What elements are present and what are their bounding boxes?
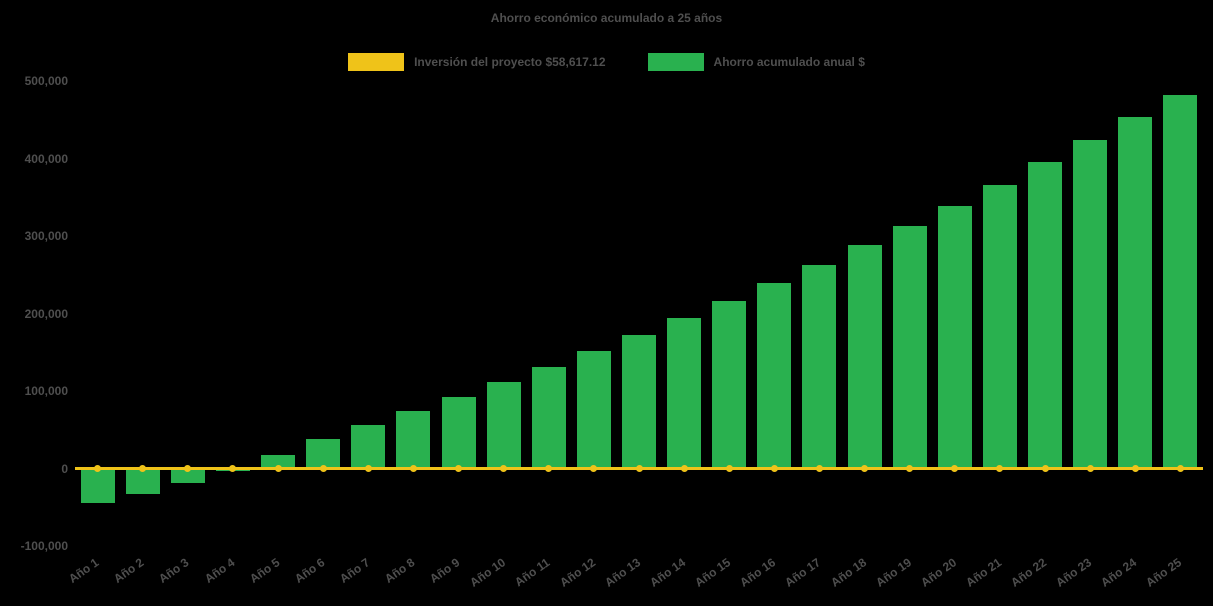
legend-swatch-bar [647, 53, 704, 71]
bar [622, 335, 656, 469]
x-tick-label-text: Año 7 [336, 555, 373, 586]
bar [892, 225, 927, 469]
investment-line-marker [590, 465, 598, 472]
investment-line-marker [94, 465, 102, 472]
x-tick-label-text: Año 14 [647, 555, 689, 590]
chart-title: Ahorro económico acumulado a 25 años [490, 11, 723, 25]
x-tick-label-text: Año 10 [466, 555, 508, 590]
investment-line-marker [274, 465, 282, 472]
investment-line-marker [815, 465, 823, 472]
investment-line-marker [319, 465, 327, 472]
investment-line-marker [500, 465, 508, 472]
bar [1073, 139, 1108, 469]
bar [982, 184, 1017, 469]
investment-line-marker [861, 465, 869, 472]
bar [576, 350, 611, 469]
investment-line-marker [139, 465, 147, 472]
y-tick-label: 100,000 [24, 384, 68, 398]
investment-line-marker [996, 465, 1004, 472]
y-tick-label: 400,000 [24, 151, 68, 166]
bar [531, 366, 566, 469]
legend-item: Inversión del proyecto $58,617.12 [348, 53, 606, 71]
bar [847, 245, 882, 469]
bar [757, 283, 792, 469]
x-tick-label-text: Año 9 [427, 555, 463, 586]
y-tick-label: 200,000 [24, 306, 68, 321]
bar [306, 439, 341, 469]
bar [1118, 117, 1153, 469]
bar [125, 468, 160, 495]
bar [1028, 162, 1063, 469]
y-tick-label: -100,000 [20, 539, 68, 553]
x-tick-label-text: Año 16 [737, 555, 779, 590]
x-tick-label-text: Año 12 [557, 555, 598, 590]
x-tick-label-text: Año 21 [963, 555, 1004, 590]
y-axis: -100,000 0 100,000 200,000 300,000 400,000 500… [0, 74, 68, 553]
investment-line-marker [951, 465, 959, 472]
x-tick-label-text: Año 1 [66, 555, 102, 586]
investment-line-marker [229, 465, 237, 472]
x-tick-label-text: Año 2 [111, 555, 147, 586]
bar [937, 205, 972, 469]
x-tick-label-text: Año 24 [1098, 555, 1140, 590]
x-tick-label-text: Año 18 [827, 555, 869, 590]
investment-line-marker [770, 465, 778, 472]
legend-label: Ahorro acumulado anual $ [713, 55, 865, 69]
bar [351, 425, 386, 469]
investment-line-marker [1041, 465, 1049, 472]
x-tick-label-text: Año 20 [918, 555, 959, 590]
investment-line-marker [1086, 465, 1094, 472]
investment-line-marker [1176, 465, 1184, 472]
legend-label: Inversión del proyecto $58,617.12 [414, 55, 606, 69]
x-tick-label-text: Año 3 [156, 555, 192, 586]
bar [712, 301, 747, 469]
investment-line-marker [1131, 465, 1139, 472]
bar [667, 318, 702, 469]
investment-line-marker [455, 465, 463, 472]
investment-line-marker [364, 465, 372, 472]
investment-line-marker [184, 465, 192, 472]
bar [396, 411, 431, 469]
x-tick-label-text: Año 15 [692, 555, 734, 590]
x-tick-label-text: Año 23 [1053, 555, 1095, 590]
plot-area [75, 81, 1203, 546]
bar [80, 468, 115, 504]
x-tick-label-text: Año 8 [382, 555, 418, 586]
x-tick-label-text: Año 25 [1143, 555, 1185, 590]
x-tick-label-text: Año 6 [291, 555, 328, 586]
investment-line-marker [680, 465, 688, 472]
bar [1163, 94, 1198, 469]
x-tick-label-text: Año 17 [782, 555, 824, 590]
investment-line-marker [725, 465, 733, 472]
y-tick-label: 500,000 [24, 74, 68, 88]
investment-line-marker [545, 465, 553, 472]
y-tick-label: 300,000 [24, 229, 68, 243]
bar [486, 382, 521, 469]
x-tick-label-text: Año 5 [246, 555, 283, 586]
bar [170, 468, 205, 484]
bar [261, 455, 296, 469]
x-tick-label-text: Año 4 [201, 555, 237, 586]
legend-item: Ahorro acumulado anual $ [647, 53, 865, 71]
y-tick-label: 0 [61, 461, 68, 476]
chart-legend: Inversión del proyecto $58,617.12 Ahorro … [0, 53, 1213, 71]
x-tick-label-text: Año 22 [1008, 555, 1050, 590]
legend-swatch-line [348, 53, 405, 71]
investment-line-marker [409, 465, 417, 472]
x-tick-label-text: Año 13 [602, 555, 644, 590]
x-tick-label-text: Año 11 [512, 555, 553, 590]
investment-line-marker [906, 465, 914, 472]
x-axis: Año 1 Año 2 Año 3 Año 4 Año 5 Año 6 Año 7 Año 8… [66, 550, 1203, 606]
investment-line-marker [635, 465, 643, 472]
x-tick-label-text: Año 19 [872, 555, 914, 590]
bar [802, 264, 837, 469]
bar [441, 397, 476, 469]
